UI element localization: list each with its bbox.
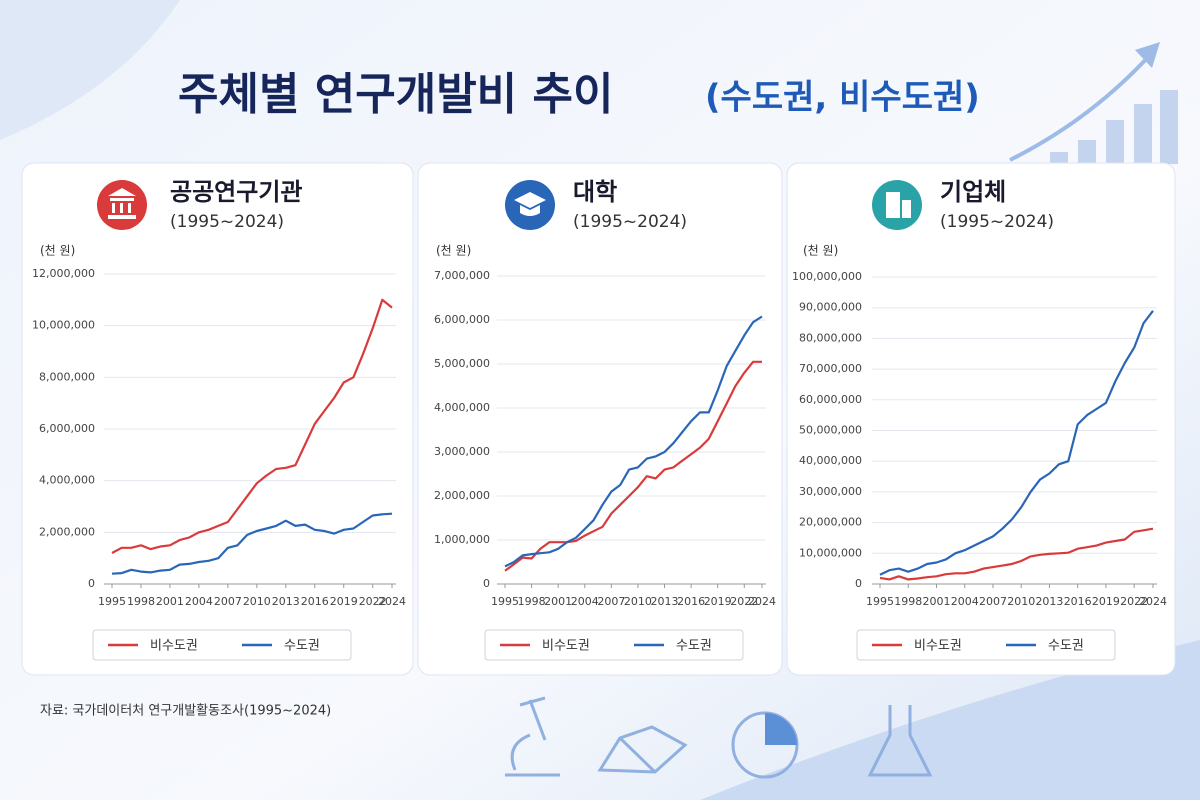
x-tick-label: 1995 [491,595,519,608]
icon-glyph [514,192,546,216]
series-line [879,527,1154,581]
y-tick-label: 0 [483,577,490,590]
y-tick-label: 0 [855,577,862,590]
x-tick-label: 2007 [597,595,625,608]
y-tick-label: 3,000,000 [434,445,490,458]
x-tick-label: 2004 [951,595,979,608]
y-tick-label: 2,000,000 [39,525,95,538]
y-tick-label: 5,000,000 [434,357,490,370]
source-note: 자료: 국가데이터처 연구개발활동조사(1995~2024) [40,704,331,719]
x-tick-label: 2010 [1007,595,1035,608]
series-line [879,310,1154,576]
decor-bars [1050,90,1178,164]
y-tick-label: 6,000,000 [434,313,490,326]
x-tick-label: 2024 [748,595,776,608]
y-tick-label: 90,000,000 [799,301,862,314]
x-tick-label: 2013 [1035,595,1063,608]
series-line [111,298,393,554]
y-axis-label: (천 원) [436,243,471,258]
chart-title: 기업체 [940,178,1006,206]
decor [0,0,180,140]
y-tick-label: 6,000,000 [39,422,95,435]
x-tick-label: 2019 [330,595,358,608]
x-tick-label: 2016 [301,595,329,608]
x-tick-label: 1998 [127,595,155,608]
y-tick-label: 7,000,000 [434,269,490,282]
y-tick-label: 60,000,000 [799,393,862,406]
series-line [504,360,762,572]
chart-subtitle: (1995~2024) [573,212,687,232]
x-tick-label: 2010 [243,595,271,608]
y-tick-label: 50,000,000 [799,424,862,437]
y-axis-label: (천 원) [40,243,75,258]
x-tick-label: 2007 [214,595,242,608]
decor-arrow [1135,42,1160,68]
y-tick-label: 30,000,000 [799,485,862,498]
y-tick-label: 8,000,000 [39,370,95,383]
y-tick-label: 1,000,000 [434,533,490,546]
y-tick-label: 10,000,000 [799,546,862,559]
legend-label: 비수도권 [542,639,590,654]
x-tick-label: 2007 [979,595,1007,608]
card [417,162,783,676]
x-tick-label: 2004 [571,595,599,608]
legend-label: 수도권 [1048,639,1084,654]
y-tick-label: 40,000,000 [799,454,862,467]
x-tick-label: 2016 [1064,595,1092,608]
legend-label: 수도권 [676,639,712,654]
card [786,162,1176,676]
x-tick-label: 2019 [704,595,732,608]
x-tick-label: 2001 [544,595,572,608]
x-tick-label: 1995 [866,595,894,608]
y-tick-label: 4,000,000 [434,401,490,414]
y-tick-label: 2,000,000 [434,489,490,502]
decor-arrow [1009,53,1152,162]
x-tick-label: 1998 [894,595,922,608]
chart-subtitle: (1995~2024) [940,212,1054,232]
chart-subtitle: (1995~2024) [170,212,284,232]
series-line [111,512,393,575]
x-tick-label: 2013 [272,595,300,608]
y-tick-label: 12,000,000 [32,267,95,280]
y-tick-label: 4,000,000 [39,474,95,487]
y-axis-label: (천 원) [803,243,838,258]
x-tick-label: 2024 [1139,595,1167,608]
legend-box [856,629,1116,661]
x-tick-label: 1995 [98,595,126,608]
y-tick-label: 100,000,000 [792,270,862,283]
card [21,162,414,676]
x-tick-label: 2001 [156,595,184,608]
x-tick-label: 2016 [677,595,705,608]
y-tick-label: 70,000,000 [799,362,862,375]
x-tick-label: 2004 [185,595,213,608]
series-line [504,315,763,568]
legend-label: 수도권 [284,639,320,654]
x-tick-label: 2024 [378,595,406,608]
x-tick-label: 2022 [1120,595,1148,608]
x-tick-label: 2010 [624,595,652,608]
chart-title: 공공연구기관 [170,178,302,206]
x-tick-label: 2001 [922,595,950,608]
chart-title: 대학 [573,178,617,206]
x-tick-label: 2019 [1092,595,1120,608]
page-subtitle: (수도권, 비수도권) [705,78,980,118]
icon-glyph [886,192,911,218]
x-tick-label: 2022 [359,595,387,608]
y-tick-label: 20,000,000 [799,516,862,529]
x-tick-label: 2013 [651,595,679,608]
page-title: 주체별 연구개발비 추이 [178,69,613,120]
decor-icons [765,713,797,745]
legend-label: 비수도권 [914,639,962,654]
decor [700,640,1200,800]
legend-label: 비수도권 [150,639,198,654]
legend-box [484,629,744,661]
x-tick-label: 2022 [730,595,758,608]
y-tick-label: 0 [88,577,95,590]
x-tick-label: 1998 [518,595,546,608]
legend-box [92,629,352,661]
y-tick-label: 10,000,000 [32,319,95,332]
icon-glyph [108,188,136,219]
y-tick-label: 80,000,000 [799,331,862,344]
